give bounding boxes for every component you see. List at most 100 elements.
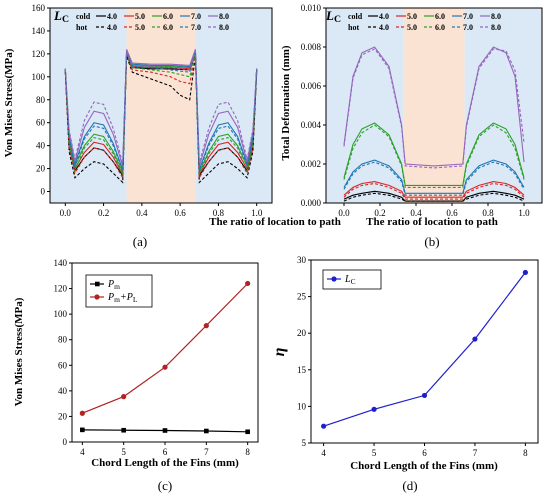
chart-panel-b: 0.0 0.2 0.4 0.6 0.8 1.0 0.000 0.002 0.004 0.006 0.… [280, 3, 543, 249]
y-axis-label: η [271, 347, 288, 356]
y-tick-label: 30 [297, 255, 307, 265]
y-tick-label: 20 [297, 328, 307, 338]
series-line-cold-5-0 [343, 181, 525, 198]
data-point-circle [472, 336, 478, 342]
legend-entry-label: 5.0 [135, 12, 145, 21]
data-point-circle [522, 269, 528, 276]
legend-entry-label: Pm+PL [107, 292, 138, 304]
series-line-cold-6-0 [64, 51, 258, 173]
y-tick-label: 60 [58, 360, 68, 370]
data-point-square [204, 428, 209, 434]
x-tick-label: 0.2 [98, 208, 109, 218]
x-tick-label: 0.6 [446, 208, 458, 218]
legend-entry-label: 6.0 [163, 12, 173, 21]
x-tick-label: 5 [121, 447, 126, 457]
y-tick-label: 15 [297, 365, 307, 375]
legend-entry-label: 6.0 [435, 12, 445, 21]
legend-entry-label: 4.0 [379, 23, 389, 32]
legend-box [85, 274, 153, 308]
chart-panel-a: 0.0 0.2 0.4 0.6 0.8 1.0020406080100120140160 … [3, 3, 341, 249]
legend-entry-label: Pm [107, 279, 120, 291]
legend-entry-label: 6.0 [435, 23, 445, 32]
y-tick-label: 0.002 [301, 159, 321, 169]
x-tick-label: 0.8 [482, 208, 494, 218]
legend-entry-label: 7.0 [463, 23, 473, 32]
legend-entry-label: 4.0 [107, 23, 117, 32]
x-tick-label: 0.6 [175, 208, 187, 218]
y-tick-label: 10 [297, 401, 307, 411]
series-line-cold-8-0 [64, 49, 258, 167]
legend-entry-label: 7.0 [191, 12, 201, 21]
panel-label: (b) [424, 234, 439, 249]
x-tick-label: 4 [80, 447, 85, 457]
panel-label: (a) [133, 234, 147, 249]
legend-entry-label: 8.0 [219, 12, 229, 21]
series-line-hot-8-0 [343, 48, 525, 169]
y-tick-label: 80 [36, 95, 46, 105]
y-tick-label: 20 [36, 164, 46, 174]
x-tick-label: 1.0 [518, 208, 530, 218]
shaded-region-1 [126, 8, 196, 203]
series-line-cold-6-0 [343, 122, 525, 186]
series-line-hot-6-0 [64, 53, 258, 175]
series-line-hot-7-0 [343, 161, 525, 196]
y-tick-label: 40 [36, 141, 46, 151]
y-tick-label: 0.010 [301, 3, 322, 13]
x-tick-label: 0.0 [338, 208, 350, 218]
x-tick-label: 1.0 [251, 208, 263, 218]
y-tick-label: 5 [302, 438, 307, 448]
x-axis-label: The ratio of location to path [366, 216, 498, 228]
chart-panel-d: 4 5 6 7 8 5 10 15 20 25 30 Chord Length of the Fin… [271, 255, 539, 493]
series-line-cold-7-0 [64, 50, 258, 170]
panel-label: (d) [402, 478, 417, 493]
x-tick-label: 8 [245, 447, 250, 457]
data-point-square [121, 427, 126, 433]
series-line-hot-8-0 [64, 51, 258, 164]
x-tick-label: 0.4 [410, 208, 422, 218]
legend-title: LC [53, 8, 69, 25]
plot-frame [325, 7, 543, 204]
x-tick-label: 7 [204, 447, 209, 457]
y-tick-label: 160 [32, 3, 46, 13]
y-tick-label: 140 [54, 258, 68, 268]
legend-row-label: hot [76, 23, 87, 32]
y-tick-label: 0.006 [301, 81, 322, 91]
data-point-circle [371, 406, 377, 412]
legend-entry-label: LC [344, 274, 356, 286]
legend-entry-label: 5.0 [407, 12, 417, 21]
series-line-hot-5-0 [64, 54, 258, 180]
panel-label: (c) [158, 478, 172, 493]
data-point-circle [321, 423, 327, 429]
shaded-region-0 [326, 8, 404, 203]
x-tick-label: 0.4 [136, 208, 148, 218]
shaded-region-0 [50, 8, 127, 203]
series-line-cold-5-0 [64, 52, 258, 177]
series-line-hot-4-0 [343, 192, 525, 202]
shaded-region-2 [464, 8, 542, 203]
data-point-circle [421, 392, 428, 399]
x-tick-label: 6 [422, 448, 427, 458]
x-axis-label: Chord Length of the Fins (mm) [350, 460, 498, 472]
data-point-square [80, 427, 85, 433]
legend-row-label: cold [76, 12, 91, 21]
legend-marker [95, 281, 100, 287]
data-point-square [245, 429, 250, 435]
y-tick-label: 100 [54, 309, 68, 319]
series-line-hot-7-0 [64, 52, 258, 172]
y-tick-label: 0.000 [301, 198, 322, 208]
legend-marker [94, 294, 100, 300]
x-tick-label: 4 [321, 448, 326, 458]
y-tick-label: 20 [58, 411, 68, 421]
legend-entry-label: 5.0 [135, 23, 145, 32]
series-line-cold-7-0 [343, 159, 525, 194]
y-axis-label: Von Mises Stress(MPa) [13, 297, 25, 406]
legend-entry-label: 8.0 [219, 23, 229, 32]
series-line-hot-6-0 [343, 124, 525, 188]
y-tick-label: 60 [36, 118, 46, 128]
series-line-0 [323, 272, 526, 427]
y-tick-label: 0.004 [301, 120, 322, 130]
x-tick-label: 0.8 [213, 208, 225, 218]
legend-row-label: hot [348, 23, 359, 32]
